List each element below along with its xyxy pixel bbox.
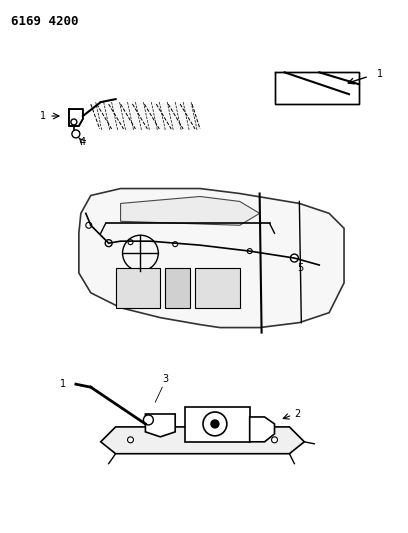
Circle shape [173, 241, 177, 247]
Circle shape [290, 254, 298, 262]
Text: 5: 5 [297, 263, 304, 273]
Polygon shape [115, 268, 160, 308]
Circle shape [105, 240, 112, 247]
Circle shape [128, 240, 133, 245]
Text: 6169 4200: 6169 4200 [11, 15, 79, 28]
Circle shape [144, 415, 153, 425]
Polygon shape [250, 417, 275, 442]
Circle shape [86, 222, 92, 228]
Circle shape [128, 437, 133, 443]
Polygon shape [185, 407, 250, 442]
Circle shape [72, 130, 80, 138]
Polygon shape [165, 268, 190, 308]
Text: 3: 3 [162, 374, 169, 384]
Text: 1: 1 [60, 379, 66, 389]
Circle shape [272, 437, 277, 443]
Circle shape [211, 420, 219, 428]
Circle shape [247, 248, 252, 254]
Polygon shape [79, 189, 344, 328]
Polygon shape [69, 109, 83, 126]
Text: 2: 2 [295, 409, 301, 419]
Polygon shape [145, 414, 175, 437]
Circle shape [71, 119, 77, 125]
Text: 4: 4 [80, 137, 86, 147]
Text: 1: 1 [377, 69, 383, 79]
Text: 1: 1 [40, 111, 46, 121]
Polygon shape [121, 197, 259, 225]
Polygon shape [91, 104, 200, 129]
Polygon shape [101, 427, 304, 454]
Polygon shape [195, 268, 240, 308]
Polygon shape [275, 72, 359, 104]
